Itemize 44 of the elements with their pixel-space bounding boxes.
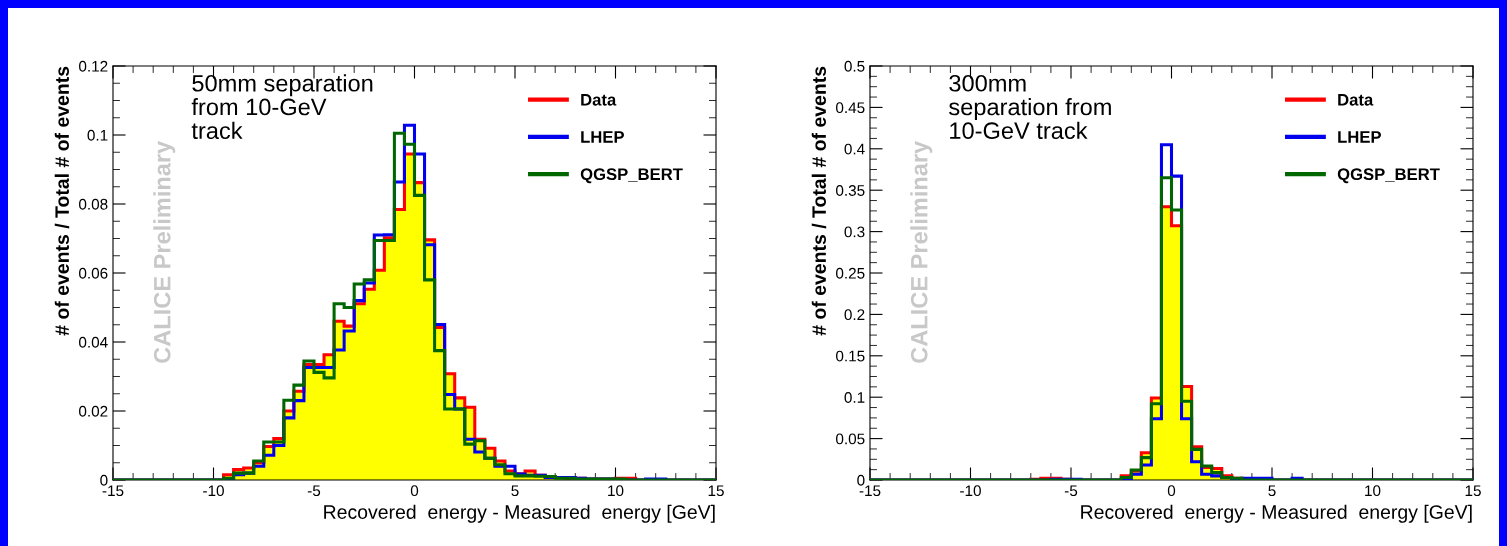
y-tick-label: 0.04: [79, 336, 108, 348]
y-tick-label: 0.15: [836, 350, 865, 362]
legend-label: LHEP: [581, 131, 624, 143]
x-tick-label: 10: [1365, 485, 1381, 497]
x-tick-label: -10: [203, 485, 224, 497]
x-tick-label: 5: [511, 485, 519, 497]
annotation: 300mm separation from 10-GeV track: [949, 74, 1111, 140]
y-tick-label: 0.12: [79, 60, 108, 72]
y-tick-label: 0.45: [836, 102, 865, 114]
x-tick-label: -15: [859, 485, 881, 497]
annotation: 50mm separation from 10-GeV track: [191, 74, 373, 140]
x-axis-title: Recovered energy - Measured energy [GeV]: [324, 504, 715, 523]
y-tick-label: 0.1: [87, 129, 108, 141]
y-tick-label: 0.2: [844, 309, 865, 321]
y-tick-label: 0.1: [844, 392, 865, 403]
legend-label: Data: [581, 94, 617, 106]
x-tick-label: 0: [410, 485, 419, 497]
y-tick-label: 0.3: [844, 226, 865, 238]
y-tick-label: 0.4: [844, 143, 865, 155]
y-tick-label: 0.06: [79, 267, 108, 279]
y-tick-label: 0.08: [79, 198, 108, 210]
y-tick-label: 0: [100, 474, 108, 486]
y-tick-label: 0.5: [844, 60, 865, 72]
y-tick-label: 0.35: [836, 185, 865, 196]
y-axis-title: # of events / Total # of events: [811, 66, 827, 336]
legend-label: LHEP: [1338, 131, 1381, 143]
y-tick-label: 0.25: [836, 267, 865, 279]
x-tick-label: -5: [307, 485, 321, 497]
x-axis-title: Recovered energy - Measured energy [GeV]: [1081, 504, 1472, 523]
legend-label: QGSP_BERT: [1337, 168, 1440, 184]
y-tick-label: 0.05: [836, 433, 865, 445]
x-tick-label: -10: [960, 485, 981, 497]
x-tick-label: 10: [608, 485, 624, 497]
y-tick-label: 0: [857, 474, 865, 486]
x-tick-label: 0: [1167, 485, 1176, 497]
x-tick-label: -5: [1064, 485, 1078, 497]
x-tick-label: 15: [708, 485, 724, 497]
x-tick-label: -15: [102, 485, 124, 497]
y-axis-title: # of events / Total # of events: [54, 66, 70, 336]
y-tick-label: 0.02: [79, 405, 108, 417]
x-tick-label: 15: [1465, 485, 1481, 497]
legend-label: Data: [1338, 94, 1374, 106]
x-tick-label: 5: [1268, 485, 1276, 497]
legend-label: QGSP_BERT: [580, 168, 683, 184]
